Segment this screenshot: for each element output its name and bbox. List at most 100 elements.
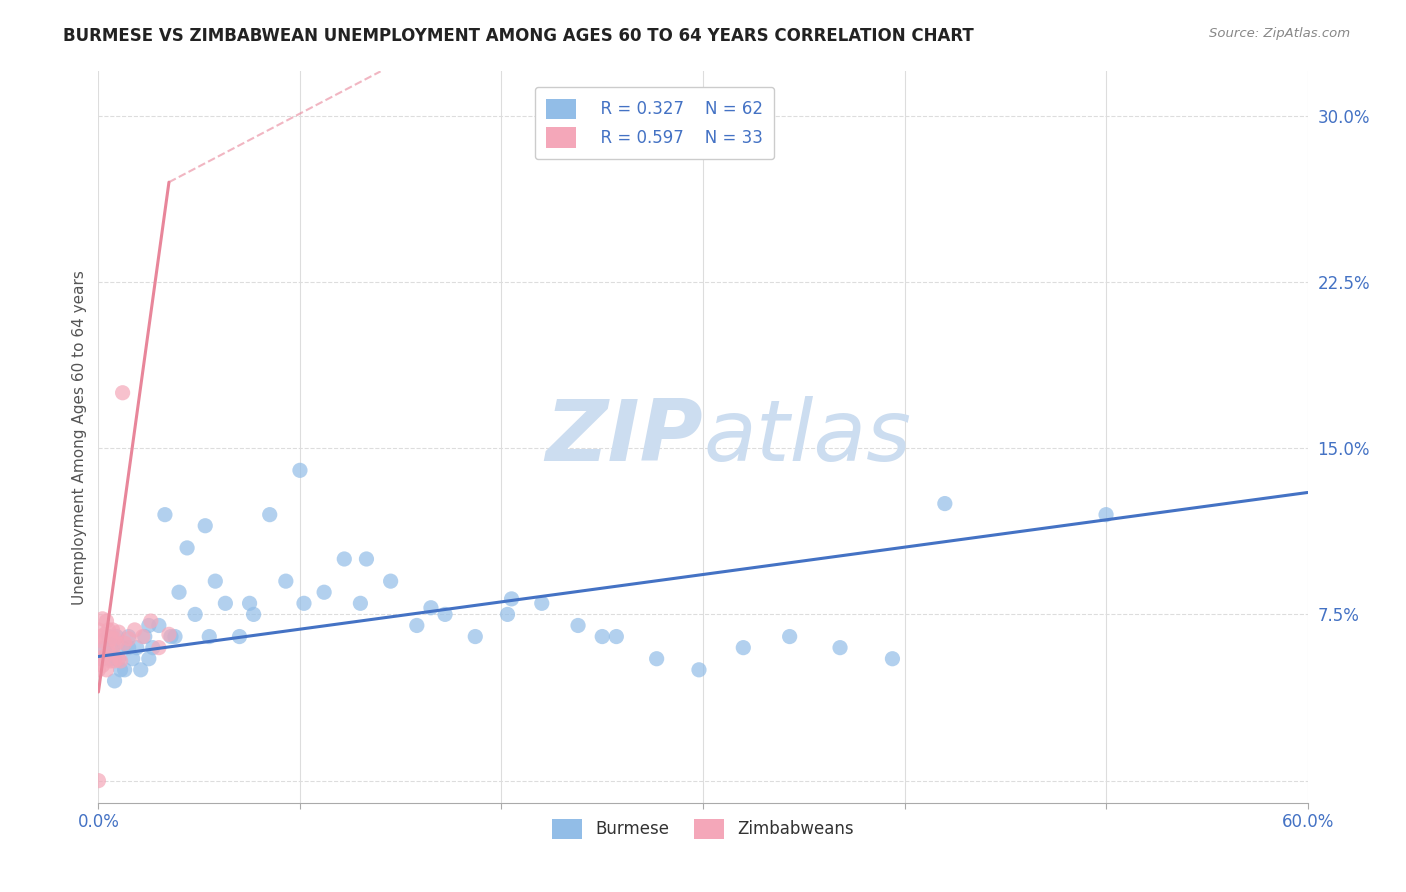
Point xyxy=(138,618,160,632)
Point xyxy=(134,630,156,644)
Point xyxy=(114,663,136,677)
Point xyxy=(239,596,262,610)
Point xyxy=(93,649,115,664)
Point xyxy=(194,518,217,533)
Point xyxy=(349,596,371,610)
Point xyxy=(87,773,110,788)
Point xyxy=(160,630,183,644)
Point xyxy=(125,640,148,655)
Point xyxy=(163,630,186,644)
Point xyxy=(434,607,457,622)
Point xyxy=(645,651,668,665)
Point xyxy=(103,651,125,665)
Point xyxy=(605,630,627,644)
Point xyxy=(105,636,128,650)
Point xyxy=(356,552,378,566)
Point xyxy=(103,673,125,688)
Point xyxy=(828,640,851,655)
Point xyxy=(176,541,198,555)
Point xyxy=(103,654,125,668)
Point xyxy=(242,607,264,622)
Point xyxy=(114,636,136,650)
Text: atlas: atlas xyxy=(703,395,911,479)
Text: Source: ZipAtlas.com: Source: ZipAtlas.com xyxy=(1209,27,1350,40)
Point xyxy=(124,623,146,637)
Point xyxy=(101,623,124,637)
Text: ZIP: ZIP xyxy=(546,395,703,479)
Point xyxy=(107,651,129,665)
Point xyxy=(96,614,118,628)
Legend: Burmese, Zimbabweans: Burmese, Zimbabweans xyxy=(546,812,860,846)
Text: BURMESE VS ZIMBABWEAN UNEMPLOYMENT AMONG AGES 60 TO 64 YEARS CORRELATION CHART: BURMESE VS ZIMBABWEAN UNEMPLOYMENT AMONG… xyxy=(63,27,974,45)
Point xyxy=(111,640,134,655)
Point xyxy=(107,651,129,665)
Point xyxy=(121,651,143,665)
Point xyxy=(91,651,114,665)
Point xyxy=(167,585,190,599)
Point xyxy=(228,630,250,644)
Point xyxy=(153,508,176,522)
Point xyxy=(97,645,120,659)
Point xyxy=(333,552,356,566)
Point xyxy=(688,663,710,677)
Point xyxy=(204,574,226,589)
Point xyxy=(198,630,221,644)
Point xyxy=(100,654,122,668)
Point xyxy=(87,640,110,655)
Point xyxy=(779,630,801,644)
Point xyxy=(100,651,122,665)
Point xyxy=(91,612,114,626)
Point xyxy=(118,632,141,646)
Point xyxy=(132,630,155,644)
Point xyxy=(733,640,755,655)
Point xyxy=(530,596,553,610)
Point xyxy=(292,596,315,610)
Point xyxy=(934,497,956,511)
Point xyxy=(501,591,523,606)
Point xyxy=(91,658,114,673)
Point xyxy=(567,618,589,632)
Point xyxy=(405,618,427,632)
Point xyxy=(96,663,118,677)
Point xyxy=(882,651,904,665)
Point xyxy=(100,632,122,646)
Point xyxy=(288,463,311,477)
Point xyxy=(139,614,162,628)
Point xyxy=(107,625,129,640)
Point xyxy=(89,651,111,665)
Point xyxy=(118,640,141,655)
Point xyxy=(214,596,236,610)
Point xyxy=(111,385,134,400)
Point xyxy=(157,627,180,641)
Point xyxy=(1095,508,1118,522)
Point xyxy=(105,630,128,644)
Point xyxy=(101,645,124,659)
Point xyxy=(129,663,152,677)
Point xyxy=(101,640,124,655)
Point xyxy=(91,634,114,648)
Point xyxy=(93,640,115,655)
Point xyxy=(97,623,120,637)
Point xyxy=(87,623,110,637)
Point xyxy=(103,632,125,646)
Point xyxy=(274,574,297,589)
Point xyxy=(314,585,336,599)
Point xyxy=(184,607,207,622)
Point xyxy=(97,630,120,644)
Y-axis label: Unemployment Among Ages 60 to 64 years: Unemployment Among Ages 60 to 64 years xyxy=(72,269,87,605)
Point xyxy=(87,663,110,677)
Point xyxy=(138,651,160,665)
Point xyxy=(259,508,281,522)
Point xyxy=(591,630,613,644)
Point xyxy=(496,607,519,622)
Point xyxy=(142,640,165,655)
Point xyxy=(420,600,443,615)
Point xyxy=(148,618,170,632)
Point xyxy=(118,630,141,644)
Point xyxy=(110,654,132,668)
Point xyxy=(89,630,111,644)
Point xyxy=(148,640,170,655)
Point xyxy=(464,630,486,644)
Point xyxy=(380,574,402,589)
Point xyxy=(93,627,115,641)
